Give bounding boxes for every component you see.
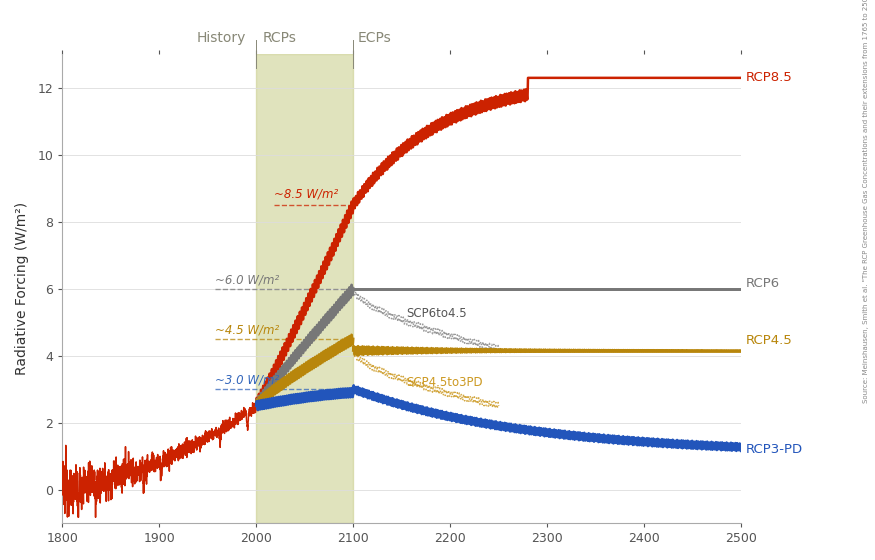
Text: RCP6: RCP6 <box>746 277 780 290</box>
Text: ~6.0 W/m²: ~6.0 W/m² <box>215 273 280 286</box>
Text: RCP4.5: RCP4.5 <box>746 334 793 347</box>
Text: ECPs: ECPs <box>358 31 391 45</box>
Y-axis label: Radiative Forcing (W/m²): Radiative Forcing (W/m²) <box>15 202 29 375</box>
Text: SCP6to4.5: SCP6to4.5 <box>407 307 467 320</box>
Text: RCPs: RCPs <box>262 31 297 45</box>
Text: History: History <box>196 31 246 45</box>
Text: ~8.5 W/m²: ~8.5 W/m² <box>274 187 338 200</box>
Text: RCP8.5: RCP8.5 <box>746 71 793 85</box>
Text: Source: Meinshausen, Smith et al. "The RCP Greenhouse Gas Concentrations and the: Source: Meinshausen, Smith et al. "The R… <box>863 0 869 403</box>
Text: RCP3-PD: RCP3-PD <box>746 443 803 456</box>
Bar <box>256 54 354 523</box>
Text: SCP4.5to3PD: SCP4.5to3PD <box>407 376 483 389</box>
Text: ~4.5 W/m²: ~4.5 W/m² <box>215 323 280 336</box>
Text: ~3.0 W/m²: ~3.0 W/m² <box>215 374 280 386</box>
